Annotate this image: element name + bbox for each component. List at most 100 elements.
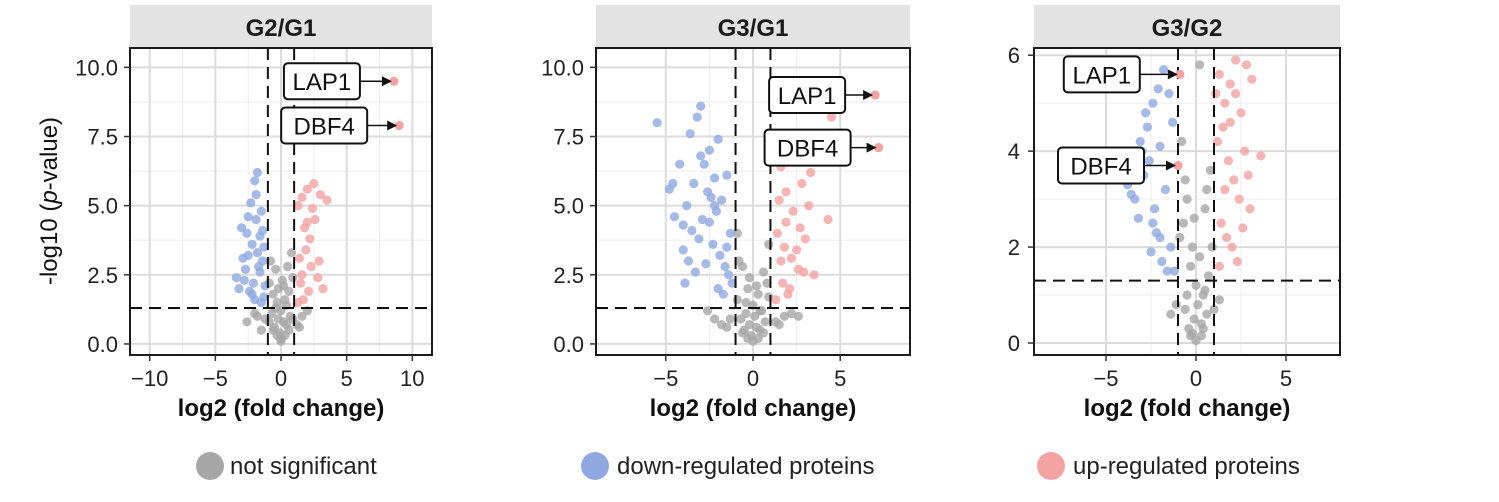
point-up-regulated bbox=[1222, 232, 1232, 243]
point-up-regulated bbox=[314, 256, 324, 266]
point-not bbox=[284, 325, 294, 335]
point-down-regulated bbox=[683, 256, 694, 266]
point-down-regulated bbox=[680, 278, 690, 288]
legend-swatch-up-regulated bbox=[1037, 452, 1065, 480]
point-not bbox=[1204, 271, 1214, 281]
point-up-regulated bbox=[1236, 108, 1246, 118]
strip-header bbox=[596, 5, 910, 48]
point-up-regulated bbox=[1241, 60, 1251, 70]
point-up-regulated bbox=[1223, 156, 1233, 166]
point-not bbox=[1166, 309, 1176, 319]
point-down-regulated bbox=[708, 239, 718, 249]
point-not bbox=[710, 314, 720, 324]
legend-label-down-regulated: down-regulated proteins bbox=[617, 453, 875, 480]
point-up-regulated bbox=[322, 195, 332, 205]
point-up-regulated bbox=[771, 295, 781, 305]
point-up-regulated bbox=[1231, 55, 1241, 65]
point-up-regulated bbox=[788, 206, 798, 216]
point-down-regulated bbox=[1133, 213, 1143, 223]
point-down-regulated bbox=[694, 234, 704, 244]
point-down-regulated bbox=[252, 167, 262, 178]
point-up-regulated bbox=[1245, 204, 1255, 214]
x-axis-label: log2 (fold change) bbox=[1084, 395, 1291, 422]
point-down-regulated bbox=[713, 134, 723, 144]
point-down-regulated bbox=[701, 259, 711, 269]
point-down-regulated bbox=[255, 267, 265, 277]
point-down-regulated bbox=[706, 192, 716, 202]
arrow-icon bbox=[1167, 69, 1178, 80]
point-highlighted bbox=[870, 90, 880, 100]
x-tick-label: 10 bbox=[400, 366, 424, 391]
point-down-regulated bbox=[242, 228, 252, 238]
point-up-regulated bbox=[826, 112, 837, 122]
x-tick-label: −5 bbox=[1093, 366, 1118, 391]
point-down-regulated bbox=[1126, 189, 1136, 199]
arrow-icon bbox=[863, 90, 874, 101]
point-down-regulated bbox=[1164, 89, 1174, 99]
point-not bbox=[271, 303, 281, 313]
arrow-icon bbox=[1166, 160, 1176, 171]
annotation-box bbox=[280, 106, 369, 145]
point-down-regulated bbox=[718, 289, 728, 299]
point-down-regulated bbox=[1142, 122, 1152, 132]
point-up-regulated bbox=[302, 217, 312, 227]
legend-label-not-significant: not significant bbox=[230, 453, 377, 480]
point-not bbox=[1207, 242, 1217, 252]
annotation-lap1: LAP1 bbox=[768, 76, 880, 115]
point-not bbox=[1182, 290, 1192, 300]
point-up-regulated bbox=[1214, 69, 1224, 79]
point-down-regulated bbox=[675, 159, 685, 169]
point-up-regulated bbox=[786, 253, 797, 263]
point-down-regulated bbox=[259, 242, 269, 252]
point-not bbox=[1200, 204, 1210, 214]
point-not bbox=[294, 322, 304, 332]
point-not bbox=[732, 228, 742, 238]
point-up-regulated bbox=[781, 187, 791, 197]
point-down-regulated bbox=[1157, 256, 1167, 267]
point-down-regulated bbox=[689, 178, 699, 189]
point-not bbox=[1202, 309, 1212, 319]
annotation-dbf4: DBF4 bbox=[1057, 146, 1183, 185]
y-tick-label: 0.0 bbox=[87, 332, 118, 357]
point-up-regulated bbox=[297, 270, 307, 280]
point-not bbox=[1195, 252, 1205, 262]
point-not bbox=[764, 239, 774, 249]
grid bbox=[130, 48, 432, 355]
point-not bbox=[722, 322, 732, 332]
annotation-label: LAP1 bbox=[778, 83, 837, 110]
point-down-regulated bbox=[251, 214, 261, 225]
point-up-regulated bbox=[1214, 261, 1224, 271]
y-tick-label: 4 bbox=[1008, 139, 1020, 164]
point-up-regulated bbox=[800, 234, 810, 244]
point-down-regulated bbox=[248, 278, 258, 288]
point-down-regulated bbox=[668, 178, 678, 189]
point-down-regulated bbox=[699, 159, 709, 169]
point-not bbox=[786, 308, 797, 319]
panel-title: G2/G1 bbox=[246, 15, 317, 42]
point-not bbox=[256, 325, 266, 335]
point-down-regulated bbox=[1166, 242, 1176, 252]
point-up-regulated bbox=[1243, 170, 1253, 180]
point-down-regulated bbox=[247, 289, 257, 299]
point-down-regulated bbox=[239, 275, 249, 285]
point-down-regulated bbox=[238, 253, 248, 263]
annotation-lap1: LAP1 bbox=[1062, 55, 1185, 94]
point-up-regulated bbox=[315, 190, 325, 200]
point-not bbox=[1189, 213, 1199, 223]
point-down-regulated bbox=[722, 242, 732, 252]
point-down-regulated bbox=[1148, 218, 1158, 228]
point-up-regulated bbox=[1225, 117, 1235, 127]
point-down-regulated bbox=[251, 190, 261, 200]
point-not bbox=[1196, 331, 1206, 341]
point-down-regulated bbox=[1162, 266, 1172, 276]
point-up-regulated bbox=[804, 201, 814, 211]
legend: not significant down-regulated proteins … bbox=[196, 452, 1300, 480]
point-down-regulated bbox=[1155, 141, 1165, 151]
point-up-regulated bbox=[304, 286, 314, 296]
point-not bbox=[732, 295, 742, 305]
point-not bbox=[758, 328, 769, 338]
annotation-label: LAP1 bbox=[1072, 62, 1131, 89]
y-tick-label: 7.5 bbox=[553, 125, 584, 150]
point-up-regulated bbox=[1218, 122, 1228, 132]
point-not bbox=[1209, 304, 1219, 314]
